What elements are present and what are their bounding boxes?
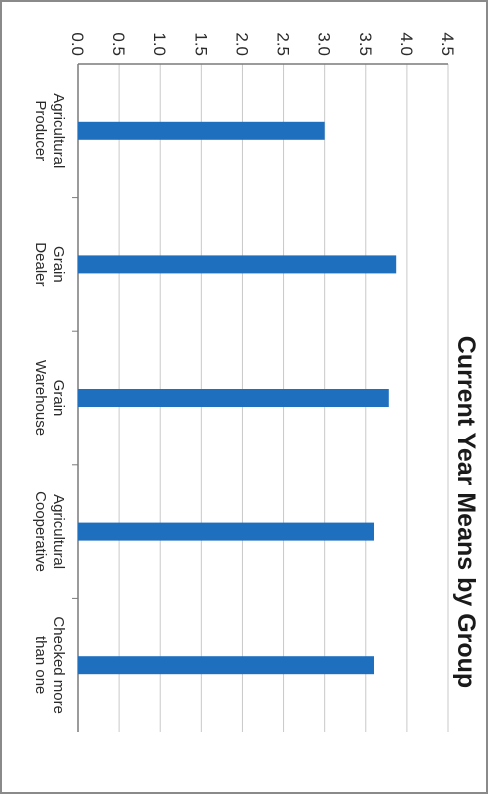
bar: [78, 522, 374, 541]
category-label: AgriculturalCooperative: [32, 491, 67, 572]
category-label: GrainWarehouse: [32, 360, 67, 436]
y-tick-label: 0.0: [68, 32, 87, 56]
bar: [77, 255, 397, 274]
y-tick-label: 3.5: [356, 32, 375, 56]
bars: [77, 121, 397, 675]
category-labels: AgriculturalProducer GrainDealer GrainWare…: [32, 93, 67, 714]
y-tick-labels: 0.0 0.5 1.0 1.5 2.0 2.5 3.0 3.5 4.0 4.5: [68, 32, 457, 56]
bar: [78, 389, 389, 407]
y-tick-label: 2.0: [232, 32, 251, 56]
bar: [78, 656, 374, 675]
y-tick-label: 3.0: [315, 32, 334, 56]
bar: [78, 121, 325, 140]
y-tick-label: 0.5: [109, 32, 128, 56]
category-label: Checked morethan one: [32, 616, 67, 714]
y-tick-label: 2.5: [274, 32, 293, 56]
y-tick-label: 1.5: [191, 32, 210, 56]
y-axis: [72, 63, 448, 599]
category-label: GrainDealer: [32, 242, 67, 286]
rotated-chart-group: 0.0 0.5 1.0 1.5 2.0 2.5 3.0 3.5 4.0 4.5 Agricultu…: [32, 32, 480, 732]
y-tick-label: 4.5: [438, 32, 457, 56]
chart-title: Current Year Means by Group: [452, 336, 480, 688]
y-tick-label: 4.0: [397, 32, 416, 56]
category-label: AgriculturalProducer: [32, 93, 67, 168]
y-tick-label: 1.0: [150, 32, 169, 56]
